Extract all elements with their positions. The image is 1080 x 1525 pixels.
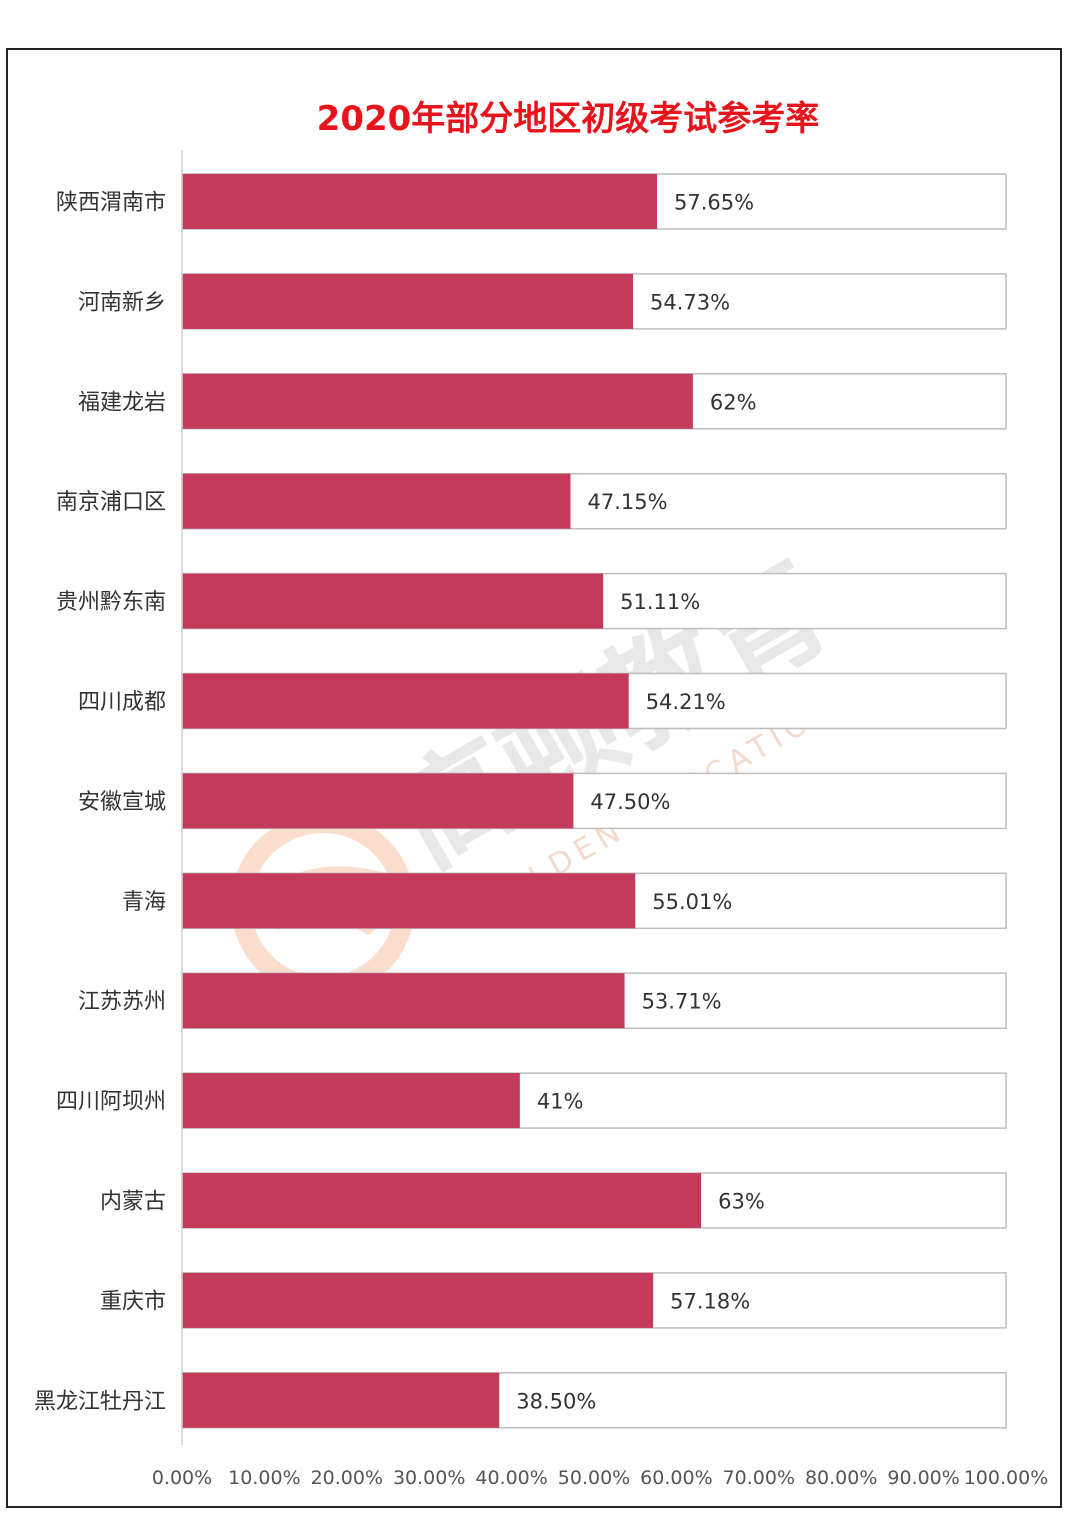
category-label: 青海	[122, 890, 166, 915]
category-label: 南京浦口区	[56, 490, 166, 515]
category-label: 四川阿坝州	[56, 1090, 166, 1115]
data-label: 41%	[537, 1090, 584, 1114]
bar-row: 黑龙江牡丹江 38.50%	[34, 1372, 1007, 1429]
data-label: 54.21%	[646, 690, 726, 714]
category-label: 贵州黔东南	[56, 590, 166, 615]
bar	[182, 1073, 520, 1129]
data-label: 47.50%	[590, 790, 670, 814]
bar	[182, 573, 604, 629]
x-tick-label: 20.00%	[311, 1467, 383, 1489]
bar-row: 重庆市 57.18%	[100, 1272, 1007, 1329]
data-label: 55.01%	[652, 890, 732, 914]
data-label: 54.73%	[650, 290, 730, 314]
category-label: 安徽宣城	[78, 790, 166, 815]
category-label: 黑龙江牡丹江	[34, 1389, 166, 1414]
data-label: 63%	[718, 1190, 765, 1214]
x-tick-label: 30.00%	[393, 1467, 465, 1489]
data-label: 47.15%	[588, 490, 668, 514]
data-label: 62%	[710, 390, 757, 414]
bar	[182, 174, 658, 229]
bar	[182, 773, 574, 829]
x-axis: 0.00% 10.00% 20.00% 30.00% 40.00% 50.00% 60.00…	[152, 150, 1048, 1489]
x-tick-label: 70.00%	[723, 1467, 795, 1489]
bar-row: 陕西渭南市 57.65%	[56, 173, 1007, 230]
category-label: 河南新乡	[78, 290, 166, 315]
data-label: 57.65%	[674, 191, 754, 215]
bar	[182, 473, 571, 529]
x-tick-label: 90.00%	[887, 1467, 959, 1489]
x-tick-label: 60.00%	[640, 1467, 712, 1489]
category-label: 陕西渭南市	[56, 191, 166, 216]
category-label: 福建龙岩	[78, 390, 166, 415]
chart-title: 2020年部分地区初级考试参考率	[317, 99, 820, 139]
bar-row: 四川阿坝州 41%	[56, 1072, 1007, 1129]
x-tick-label: 0.00%	[152, 1467, 212, 1489]
bar-row: 四川成都 54.21%	[78, 672, 1007, 730]
bar-row: 江苏苏州 53.71%	[78, 972, 1007, 1029]
data-label: 53.71%	[642, 990, 722, 1014]
bar	[182, 673, 629, 729]
data-label: 38.50%	[516, 1389, 596, 1413]
bar-chart: 2020年部分地区初级考试参考率 高顿教育GOLDEN EDUCATION 陕西…	[34, 99, 1048, 1489]
bar-row: 安徽宣城 47.50%	[78, 772, 1007, 830]
x-tick-label: 100.00%	[964, 1467, 1049, 1489]
bar-row: 河南新乡 54.73%	[78, 273, 1007, 330]
bar	[182, 973, 625, 1029]
bar-group: 陕西渭南市 57.65% 河南新乡 54.73% 福建龙岩 62% 南京浦口区 47.15% 贵…	[34, 173, 1007, 1429]
bar	[182, 1372, 500, 1428]
data-label: 51.11%	[620, 590, 700, 614]
x-tick-label: 10.00%	[228, 1467, 300, 1489]
chart-frame: 2020年部分地区初级考试参考率 高顿教育GOLDEN EDUCATION 陕西…	[6, 48, 1062, 1508]
x-tick-label: 40.00%	[475, 1467, 547, 1489]
category-label: 江苏苏州	[78, 990, 166, 1015]
bar-row: 青海 55.01%	[122, 872, 1007, 930]
bar-row: 福建龙岩 62%	[78, 373, 1007, 430]
bar	[182, 373, 693, 429]
category-label: 内蒙古	[100, 1190, 166, 1215]
bar-row: 南京浦口区 47.15%	[56, 472, 1007, 530]
data-label: 57.18%	[670, 1289, 750, 1313]
x-tick-label: 80.00%	[805, 1467, 877, 1489]
bar	[182, 1272, 654, 1328]
bar	[182, 1173, 702, 1228]
category-label: 四川成都	[78, 690, 166, 715]
bar-row: 内蒙古 63%	[100, 1172, 1007, 1229]
x-tick-label: 50.00%	[558, 1467, 630, 1489]
category-label: 重庆市	[100, 1289, 166, 1314]
bar-row: 贵州黔东南 51.11%	[56, 572, 1007, 630]
bar	[182, 873, 636, 929]
bar	[182, 273, 633, 329]
